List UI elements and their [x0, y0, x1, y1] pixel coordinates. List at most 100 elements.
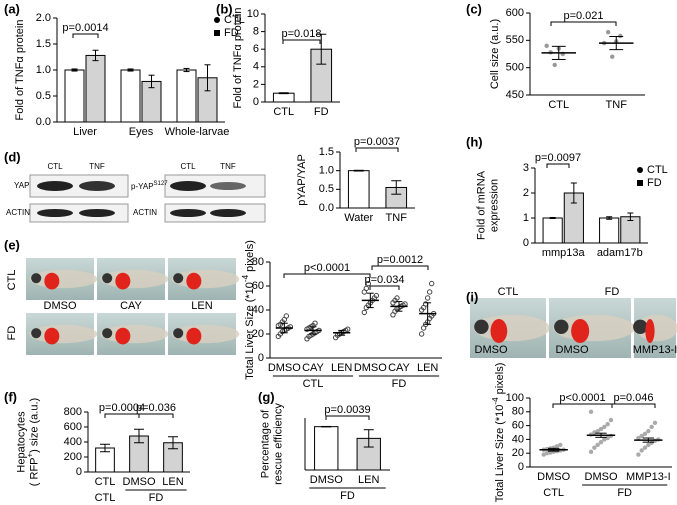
bar	[347, 170, 370, 209]
significance-bracket	[546, 163, 570, 168]
bar	[120, 69, 141, 123]
y-axis-label: Total Liver Size (*10-4 pixels)	[241, 240, 256, 380]
fish-eye	[31, 328, 42, 339]
y-tick-label: 8	[253, 26, 259, 38]
group-label: FD	[340, 490, 355, 502]
liver	[44, 272, 60, 290]
data-point	[544, 451, 550, 456]
bar	[542, 217, 563, 244]
group-label: FD	[605, 286, 620, 298]
data-point	[602, 437, 607, 442]
data-point	[605, 422, 610, 427]
y-label-text: pixels)	[244, 240, 256, 275]
data-point	[636, 435, 641, 441]
fish-eye	[633, 319, 648, 334]
legend-label: CTL	[224, 14, 245, 26]
fish-images-i: CTL FD DMSO DMSO MMP13-I	[470, 286, 677, 358]
data-point	[592, 445, 597, 450]
annotation: p=0.0012	[377, 254, 423, 266]
y-label-text: Total Liver Size (*10	[494, 405, 506, 503]
col-label: DMSO	[44, 300, 77, 312]
data-point	[588, 409, 594, 414]
data-point	[610, 54, 615, 59]
liver	[115, 272, 131, 290]
data-point	[595, 442, 600, 448]
row-label: YAP	[14, 181, 29, 190]
y-axis-label: Total Liver Size (*10-4 pixels)	[491, 363, 506, 503]
annotation: p=0.036	[136, 402, 176, 414]
annotation: p<0.0001	[304, 262, 350, 274]
y-axis-label: Fold of mRNA	[475, 170, 487, 240]
y-tick-label: 1.5	[319, 146, 334, 158]
x-tick-label: Whole-larvae	[165, 126, 230, 138]
y-tick-label: 0.5	[319, 183, 334, 195]
x-tick-label: LEN	[331, 362, 352, 374]
data-point	[541, 452, 546, 457]
panel-label: (i)	[466, 289, 478, 304]
liver	[571, 319, 590, 343]
x-tick-label: DMSO	[268, 362, 301, 374]
y-tick-label: 500	[506, 62, 524, 74]
y-tick-label: 2	[253, 78, 259, 90]
y-tick-label: 2.0	[36, 12, 51, 24]
y-tick-label: 400	[64, 436, 82, 448]
significance-bracket	[355, 147, 399, 152]
y-tick-label: 1	[523, 212, 529, 224]
image-label: MMP13-I	[633, 344, 677, 356]
x-tick-label: Water	[344, 212, 373, 224]
x-tick-label: CTL	[95, 476, 116, 488]
significance-bracket	[611, 403, 656, 408]
group-label: CTL	[303, 378, 324, 390]
data-point	[428, 280, 435, 287]
data-point	[639, 433, 644, 439]
y-tick-label: 6	[253, 43, 259, 55]
y-tick-label: 0.0	[319, 202, 334, 214]
y-tick-label: 600	[64, 421, 82, 433]
y-tick-label: 100	[506, 392, 524, 404]
x-tick-label: MMP13-I	[626, 471, 671, 483]
bar	[599, 217, 620, 244]
data-point	[363, 285, 370, 292]
annotation: p=0.0004	[99, 402, 145, 414]
significance-bracket	[72, 33, 99, 38]
legend-marker	[637, 167, 643, 173]
x-tick-label: FD	[314, 106, 329, 118]
y-label-text: pYAP/YAP	[296, 154, 308, 206]
data-point	[558, 442, 563, 448]
y-label-text: Fold of mRNA	[475, 170, 487, 240]
x-tick-label: TNF	[386, 212, 408, 224]
x-tick-label: mmp13a	[542, 247, 586, 259]
y-label-text: Fold of TNFα protein	[14, 20, 26, 121]
panel-label: (f)	[4, 389, 17, 404]
significance-bracket	[371, 265, 429, 270]
y-tick-label: 800	[64, 406, 82, 418]
x-tick-label: DMSO	[310, 474, 343, 486]
liver	[115, 327, 131, 345]
legend-marker	[637, 180, 643, 186]
y-tick-label: 10	[247, 8, 259, 20]
x-tick-label: CAY	[388, 362, 410, 374]
y-axis-label: pYAP/YAP	[296, 154, 308, 206]
y-label-text: pixels)	[494, 363, 506, 398]
data-point	[598, 439, 604, 445]
y-tick-label: 0	[518, 461, 524, 473]
y-tick-label: 2	[523, 187, 529, 199]
data-point	[636, 452, 641, 457]
data-point	[646, 442, 651, 448]
y-tick-label: 60	[512, 420, 524, 432]
y-tick-label: 600	[506, 7, 524, 19]
data-point	[418, 331, 425, 337]
group-label: CTL	[543, 487, 564, 499]
legend-marker	[214, 17, 220, 23]
annotation: p=0.021	[563, 10, 603, 22]
x-tick-label: DMSO	[585, 471, 618, 483]
y-axis-label: Percentage of	[259, 409, 271, 478]
y-tick-label: 4	[253, 61, 259, 73]
panel-label: (b)	[216, 1, 233, 16]
fish-eye	[102, 273, 113, 284]
data-point	[642, 431, 648, 437]
y-axis-label: Cell size (a.u.)	[489, 19, 501, 89]
